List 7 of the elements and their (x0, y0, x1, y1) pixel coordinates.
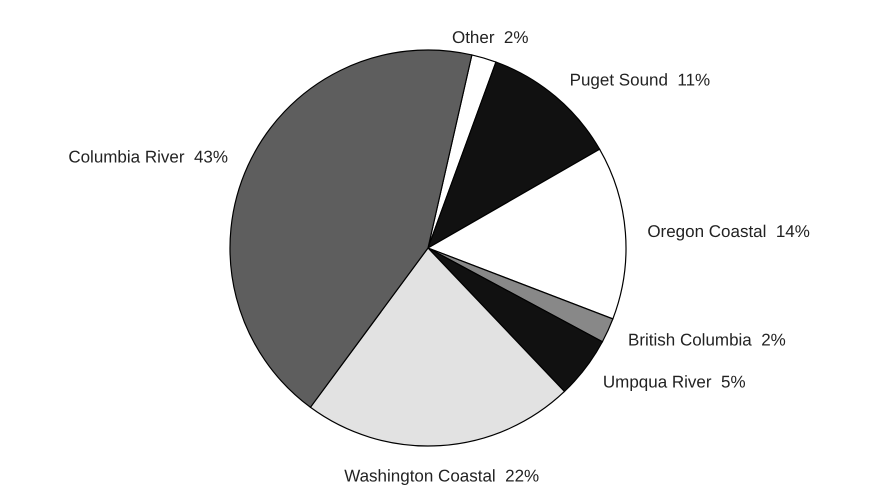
slice-label: Columbia River 43% (68, 147, 228, 166)
slice-label: Umpqua River 5% (602, 372, 746, 392)
slice-label: British Columbia 2% (628, 330, 786, 350)
slice-label: Other 2% (452, 28, 529, 47)
slice-label: Washington Coastal 22% (344, 466, 540, 486)
slice-label: Oregon Coastal 14% (647, 222, 810, 241)
slice-label: Puget Sound 11% (570, 70, 710, 90)
